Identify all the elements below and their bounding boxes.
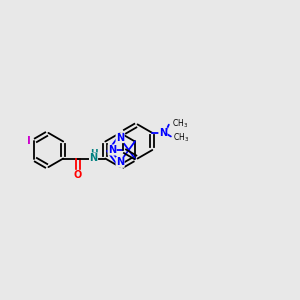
Text: N: N bbox=[116, 133, 124, 143]
Text: N: N bbox=[116, 157, 124, 167]
Text: I: I bbox=[27, 136, 31, 146]
Text: CH$_3$: CH$_3$ bbox=[173, 131, 189, 144]
Text: CH$_3$: CH$_3$ bbox=[172, 117, 188, 130]
Text: H: H bbox=[90, 149, 97, 158]
Text: O: O bbox=[74, 170, 82, 180]
Text: N: N bbox=[89, 153, 98, 163]
Text: N: N bbox=[159, 128, 167, 138]
Text: N: N bbox=[108, 145, 116, 155]
